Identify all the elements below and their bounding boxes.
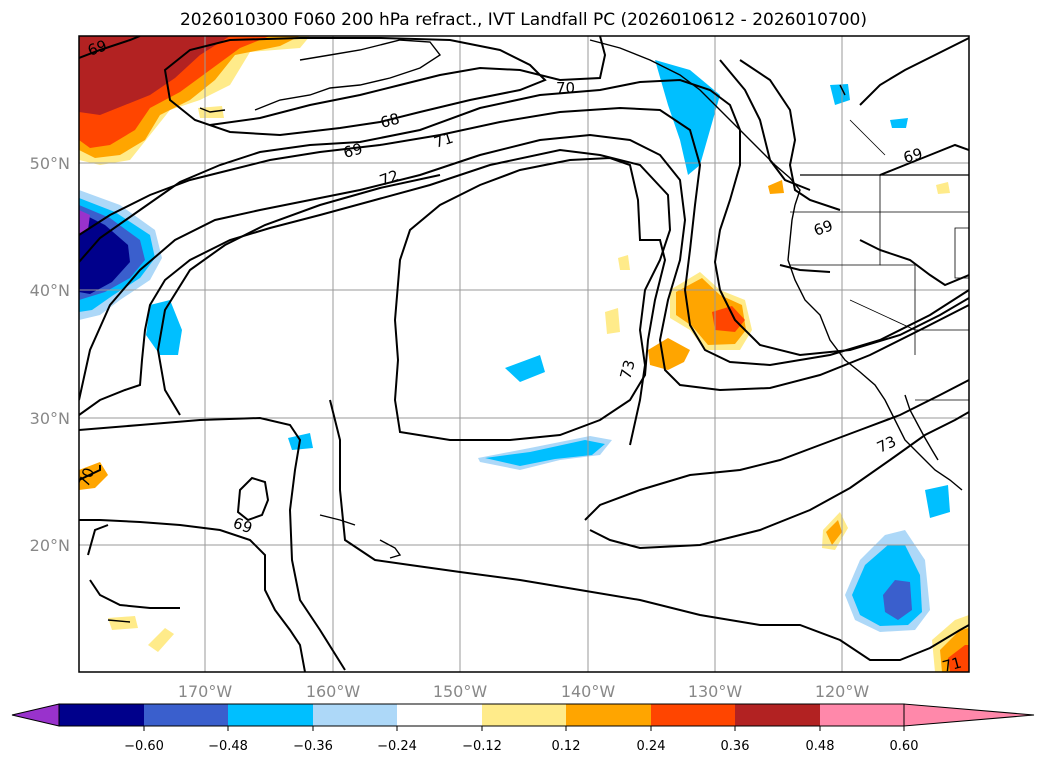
colorbar-tick-label: −0.60 [124,739,164,754]
colorbar-tick-label: 0.48 [806,739,835,754]
grid-lines [79,36,969,672]
lat-label: 50°N [30,154,70,173]
contour-label: 73 [616,358,638,381]
contour-label: 70 [556,79,575,97]
coastlines [107,39,969,623]
map-frame [78,35,970,673]
map-background [79,36,969,672]
contour-label: 69 [85,36,109,59]
state-borders [790,119,969,401]
contour-label: 72 [377,166,401,189]
colorbar-extend-right [903,703,1035,727]
colorbar-tick-label: 0.36 [721,739,750,754]
lat-label: 30°N [30,409,70,428]
lat-label: 40°N [30,281,70,300]
contour-label: 71 [940,654,963,676]
colorbar-tick-label: 0.60 [890,739,919,754]
contour-label: 71 [432,129,456,152]
contour-label: 70 [75,465,98,489]
lon-label: 140°W [561,682,616,701]
lat-axis: 50°N 40°N 30°N 20°N [30,154,70,555]
colorbar-segment [820,704,904,726]
lon-label: 160°W [306,682,361,701]
colorbar-tick-label: 0.24 [637,739,666,754]
colorbar-extend-left [11,703,60,727]
contour-labels: 69 70 68 69 71 72 73 73 69 69 69 70 71 [75,36,963,676]
lon-label: 120°W [815,682,870,701]
lon-label: 150°W [433,682,488,701]
colorbar-segment [651,704,735,726]
colorbar-tick-label: −0.48 [208,739,248,754]
contour-label: 69 [341,140,364,162]
colorbar-tick-label: −0.24 [377,739,417,754]
colorbar-segment [397,704,482,726]
lon-label: 170°W [178,682,233,701]
contour-label: 68 [378,110,401,132]
shaded-fields [79,36,969,672]
colorbar: −0.60 −0.48 −0.36 −0.24 −0.12 0.12 0.24 … [11,703,1035,754]
colorbar-tick-label: −0.36 [293,739,333,754]
contour-label: 69 [231,514,255,537]
colorbar-segment [735,704,820,726]
lon-axis: 170°W 160°W 150°W 140°W 130°W 120°W [178,682,870,701]
contour-label: 69 [901,145,924,167]
lon-label: 130°W [688,682,743,701]
colorbar-segment [228,704,313,726]
colorbar-segment [566,704,651,726]
map-title: 2026010300 F060 200 hPa refract., IVT La… [179,10,867,30]
colorbar-segment [482,704,566,726]
colorbar-tick-label: −0.12 [462,739,502,754]
contour-label: 69 [811,216,835,239]
colorbar-segment [313,704,397,726]
contour-lines [79,36,969,672]
map-plot-area: 69 70 68 69 71 72 73 73 69 69 69 70 71 [75,36,969,676]
colorbar-segment [59,704,144,726]
colorbar-tick-label: 0.12 [552,739,581,754]
lat-label: 20°N [30,536,70,555]
colorbar-segment [144,704,228,726]
